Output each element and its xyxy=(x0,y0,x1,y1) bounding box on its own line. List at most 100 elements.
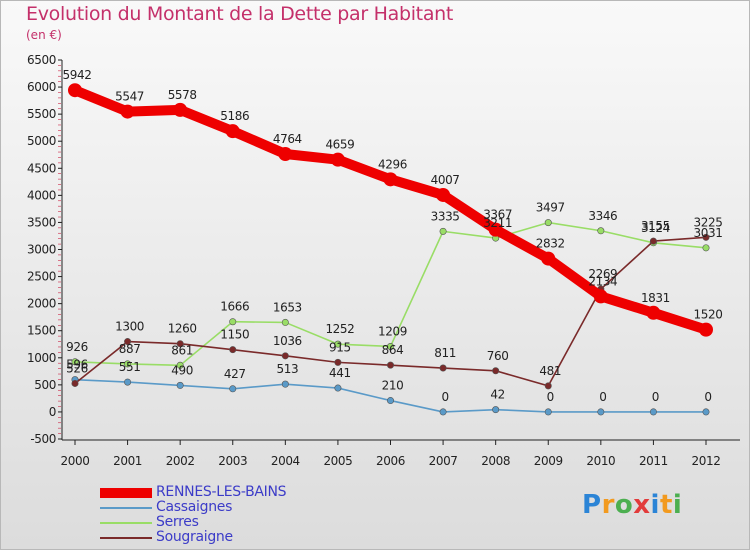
data-point-serres xyxy=(386,342,394,350)
x-tick-label: 2006 xyxy=(376,454,405,468)
data-point-cassaignes xyxy=(229,385,237,393)
data-label-cassaignes: 441 xyxy=(329,366,351,380)
data-label-sougraigne: 811 xyxy=(434,346,456,360)
data-point-rennes-les-bains xyxy=(173,102,188,117)
y-tick-label: 2500 xyxy=(27,270,56,284)
data-point-cassaignes xyxy=(124,378,132,386)
data-label-cassaignes: 513 xyxy=(276,362,298,376)
data-point-rennes-les-bains xyxy=(541,251,556,266)
data-point-rennes-les-bains xyxy=(646,305,661,320)
logo-letter: r xyxy=(601,490,615,520)
data-label-serres: 1209 xyxy=(378,324,407,338)
data-point-cassaignes xyxy=(492,406,500,414)
data-point-serres xyxy=(124,360,132,368)
y-tick-label: 2000 xyxy=(27,297,56,311)
data-label-sougraigne: 1036 xyxy=(273,334,302,348)
data-point-cassaignes xyxy=(439,408,447,416)
data-label-sougraigne: 3225 xyxy=(694,215,723,229)
data-label-sougraigne: 481 xyxy=(539,364,561,378)
data-label-sougraigne: 864 xyxy=(382,343,404,357)
legend-label: RENNES-LES-BAINS xyxy=(156,484,287,500)
data-label-cassaignes: 427 xyxy=(224,367,246,381)
y-tick-label: 1500 xyxy=(27,324,56,338)
data-label-rennes-les-bains: 4296 xyxy=(378,157,407,171)
data-point-serres xyxy=(71,358,79,366)
data-point-cassaignes xyxy=(597,408,605,416)
data-label-rennes-les-bains: 5547 xyxy=(115,90,144,104)
x-tick-label: 2001 xyxy=(113,454,142,468)
data-label-rennes-les-bains: 5578 xyxy=(168,88,197,102)
data-label-cassaignes: 551 xyxy=(119,360,141,374)
x-tick-label: 2009 xyxy=(534,454,563,468)
legend-swatch xyxy=(100,487,152,498)
data-point-cassaignes xyxy=(386,397,394,405)
data-label-serres: 3335 xyxy=(431,209,460,223)
data-point-sougraigne xyxy=(124,338,132,346)
data-label-sougraigne: 526 xyxy=(66,361,88,375)
data-point-serres xyxy=(176,361,184,369)
x-tick-label: 2003 xyxy=(218,454,247,468)
data-point-serres xyxy=(229,318,237,326)
data-point-cassaignes xyxy=(281,380,289,388)
logo-letter: t xyxy=(659,490,673,520)
data-point-rennes-les-bains xyxy=(120,104,135,119)
data-point-rennes-les-bains xyxy=(383,172,398,187)
logo-letter: x xyxy=(633,490,651,520)
data-label-serres: 1653 xyxy=(273,300,302,314)
x-tick-label: 2005 xyxy=(323,454,352,468)
legend-label: Serres xyxy=(156,514,199,530)
data-label-rennes-les-bains: 2832 xyxy=(536,237,565,251)
y-tick-label: 5500 xyxy=(27,107,56,121)
data-point-cassaignes xyxy=(334,384,342,392)
data-point-sougraigne xyxy=(281,352,289,360)
proxiti-logo: Proxiti xyxy=(582,490,682,520)
data-point-serres xyxy=(281,318,289,326)
data-label-sougraigne: 3155 xyxy=(641,219,670,233)
data-label-serres: 926 xyxy=(66,340,88,354)
data-label-cassaignes: 0 xyxy=(441,390,448,404)
data-point-cassaignes xyxy=(544,408,552,416)
data-label-cassaignes: 490 xyxy=(171,363,193,377)
data-point-sougraigne xyxy=(386,361,394,369)
data-point-rennes-les-bains xyxy=(68,83,82,98)
data-point-sougraigne xyxy=(176,340,184,348)
data-label-serres: 1252 xyxy=(325,322,354,336)
data-label-serres: 861 xyxy=(171,343,193,357)
legend-label: Cassaignes xyxy=(156,499,233,515)
data-label-sougraigne: 915 xyxy=(329,340,351,354)
data-label-cassaignes: 42 xyxy=(490,388,504,402)
data-label-serres: 887 xyxy=(119,342,141,356)
data-label-sougraigne: 2269 xyxy=(588,267,617,281)
x-tick-label: 2002 xyxy=(166,454,195,468)
legend-swatch xyxy=(100,536,152,539)
legend-swatch xyxy=(100,506,152,509)
data-label-serres: 3124 xyxy=(641,221,670,235)
chart-title: Evolution du Montant de la Dette par Hab… xyxy=(26,3,454,25)
chart-unit-label: (en €) xyxy=(26,28,62,42)
data-point-rennes-les-bains xyxy=(278,146,293,161)
data-point-serres xyxy=(702,244,710,252)
logo-letter: o xyxy=(614,490,634,520)
data-label-serres: 3211 xyxy=(483,216,512,230)
data-label-rennes-les-bains: 1831 xyxy=(641,291,670,305)
data-label-serres: 3497 xyxy=(536,201,565,215)
y-tick-label: 3000 xyxy=(27,243,56,257)
data-point-serres xyxy=(597,227,605,235)
y-tick-label: -500 xyxy=(30,432,56,446)
logo-letter: P xyxy=(582,490,602,520)
data-label-rennes-les-bains: 4659 xyxy=(325,138,354,152)
data-label-rennes-les-bains: 4764 xyxy=(273,132,302,146)
data-point-rennes-les-bains xyxy=(488,222,503,237)
legend-swatch xyxy=(100,521,152,524)
logo-letter: i xyxy=(650,490,660,520)
y-tick-label: 6500 xyxy=(27,53,56,67)
y-tick-label: 3500 xyxy=(27,215,56,229)
x-tick-label: 2011 xyxy=(639,454,668,468)
data-label-serres: 3346 xyxy=(588,209,617,223)
data-point-sougraigne xyxy=(229,346,237,354)
data-label-cassaignes: 596 xyxy=(66,358,88,372)
y-tick-label: 500 xyxy=(34,378,56,392)
y-tick-label: 5000 xyxy=(27,134,56,148)
data-label-rennes-les-bains: 1520 xyxy=(694,308,723,322)
data-point-sougraigne xyxy=(544,382,552,390)
